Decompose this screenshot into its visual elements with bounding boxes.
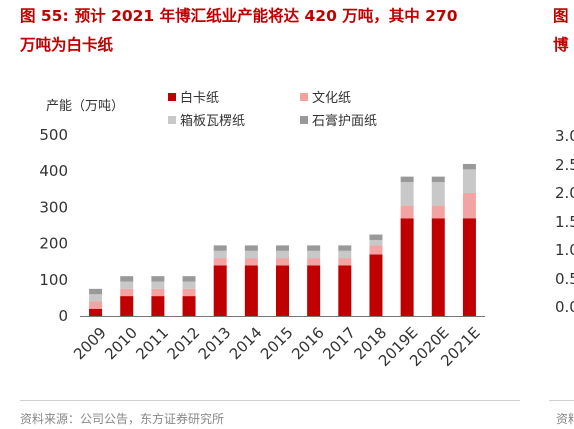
- bar-segment: [276, 250, 289, 259]
- bar-segment: [462, 163, 476, 170]
- bar-segment: [338, 245, 352, 251]
- x-tick-label: 2010: [101, 324, 141, 364]
- divider: [20, 400, 520, 401]
- next-y-tick-label: 1.0: [555, 241, 574, 259]
- legend-swatch: [168, 93, 176, 101]
- next-y-tick-label: 0.0: [555, 298, 574, 316]
- next-figure-title-line2: 博: [553, 36, 569, 54]
- legend-label: 箱板瓦楞纸: [180, 113, 245, 129]
- bar-segment: [369, 234, 383, 240]
- x-tick-label: 2014: [226, 324, 266, 364]
- figure-title: 图 55: 预计 2021 年博汇纸业产能将达 420 万吨，其中 270 万吨为…: [20, 2, 540, 60]
- bar-segment: [182, 296, 196, 316]
- x-tick-label: 2012: [164, 324, 204, 364]
- bar-segment: [151, 296, 165, 316]
- x-tick-label: 2009: [70, 324, 110, 364]
- bar-segment: [244, 258, 258, 266]
- bar-segment: [369, 239, 383, 246]
- next-source-note: 资料: [556, 412, 574, 426]
- bar-segment: [213, 265, 227, 316]
- next-y-tick-label: 2.0: [555, 184, 574, 202]
- x-tick-label: 2017: [319, 324, 359, 364]
- bar-segment: [89, 301, 103, 309]
- bar-segment: [369, 254, 383, 316]
- x-tick-label: 2016: [288, 324, 328, 364]
- bar-segment: [213, 245, 227, 251]
- source-note: 资料来源：公司公告，东方证券研究所: [20, 412, 225, 426]
- bar-segment: [120, 296, 134, 316]
- next-y-tick-label: 2.5: [555, 155, 574, 174]
- bar-segment: [431, 205, 445, 219]
- bar-segment: [400, 182, 414, 206]
- next-y-tick-label: 0.5: [555, 269, 574, 288]
- legend-swatch: [300, 93, 308, 101]
- bar-segment: [462, 192, 476, 219]
- legend-label: 石膏护面纸: [312, 113, 377, 129]
- bar-segment: [431, 218, 445, 316]
- legend-label: 白卡纸: [180, 90, 219, 106]
- bar-segment: [307, 265, 321, 316]
- bar-segment: [307, 250, 321, 259]
- bar-segment: [338, 265, 352, 316]
- bar-segment: [369, 245, 383, 255]
- figure-title-line2: 万吨为白卡纸: [20, 36, 114, 54]
- bar-segment: [244, 245, 258, 251]
- next-figure-title: 图 博: [553, 2, 569, 60]
- bar-segment: [307, 258, 321, 266]
- bar-segment: [276, 245, 289, 251]
- legend-swatch: [168, 116, 176, 124]
- y-tick-label: 200: [39, 235, 68, 253]
- next-y-tick-label: 3.0: [555, 127, 574, 145]
- bar-segment: [89, 294, 103, 302]
- bar-segment: [276, 265, 289, 316]
- bar-segment: [120, 276, 134, 282]
- bar-segment: [89, 308, 103, 316]
- y-tick-label: 100: [39, 271, 68, 289]
- bar-segment: [338, 250, 352, 259]
- bar-segment: [213, 250, 227, 259]
- bar-segment: [151, 288, 165, 297]
- bar-segment: [276, 258, 289, 266]
- bar-segment: [338, 258, 352, 266]
- legend-swatch: [300, 116, 308, 124]
- x-tick-label: 2015: [257, 324, 297, 364]
- bar-segment: [151, 276, 165, 282]
- bar-segment: [182, 281, 196, 289]
- bar-segment: [431, 182, 445, 206]
- bar-segment: [431, 176, 445, 183]
- bar-segment: [120, 281, 134, 289]
- figure-title-text: 预计 2021 年博汇纸业产能将达 420 万吨，其中 270: [74, 7, 458, 25]
- bar-segment: [182, 288, 196, 297]
- bar-segment: [213, 258, 227, 266]
- legend-label: 文化纸: [312, 91, 351, 106]
- next-y-tick-label: 1.5: [555, 212, 574, 231]
- x-tick-label: 2013: [195, 324, 235, 364]
- bar-segment: [151, 281, 165, 289]
- next-divider: [549, 400, 574, 401]
- x-tick-label: 2011: [132, 324, 172, 364]
- next-figure-title-line1: 图: [553, 7, 569, 25]
- bar-segment: [244, 265, 258, 316]
- bar-segment: [120, 288, 134, 297]
- bar-segment: [400, 205, 414, 219]
- bar-segment: [89, 288, 103, 295]
- bar-segment: [400, 218, 414, 316]
- y-axis-label: 产能（万吨）: [46, 99, 124, 114]
- bar-segment: [462, 218, 476, 316]
- bar-segment: [182, 276, 196, 282]
- bar-segment: [244, 250, 258, 259]
- bar-segment: [400, 176, 414, 183]
- bar-segment: [462, 169, 476, 193]
- y-tick-label: 0: [58, 307, 68, 325]
- bar-segment: [307, 245, 321, 251]
- y-tick-label: 400: [39, 162, 68, 180]
- y-tick-label: 500: [39, 126, 68, 144]
- y-tick-label: 300: [39, 198, 68, 216]
- figure-number: 图 55:: [20, 7, 69, 25]
- figure-title-line1: 图 55: 预计 2021 年博汇纸业产能将达 420 万吨，其中 270: [20, 2, 540, 31]
